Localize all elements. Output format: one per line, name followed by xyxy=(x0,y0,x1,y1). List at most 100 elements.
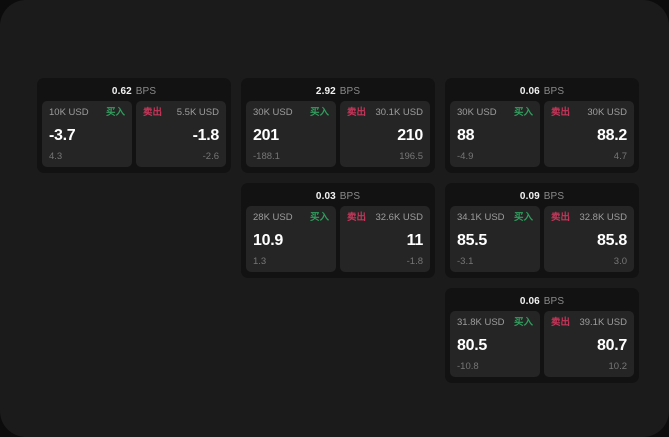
bps-value: 2.92 xyxy=(315,86,336,97)
buy-price: 201 xyxy=(253,126,279,144)
buy-delta: -4.9 xyxy=(457,150,474,162)
buy-side-label: 买入 xyxy=(513,212,533,223)
bps-value: 0.03 xyxy=(315,191,336,202)
bps-unit-label: BPS xyxy=(543,191,565,202)
buy-pane-top: 30K USD 买入 xyxy=(253,108,329,120)
card-header: 0.03 BPS xyxy=(246,188,430,206)
card-header: 0.09 BPS xyxy=(450,188,634,206)
card-panes: 30K USD 买入 201 -188.1 卖出 30.1K USD 210 196.5 xyxy=(246,101,430,167)
sell-side-label: 卖出 xyxy=(143,107,163,118)
sell-pane-top: 卖出 5.5K USD xyxy=(143,108,219,120)
buy-delta: -3.1 xyxy=(457,255,474,267)
sell-pane[interactable]: 卖出 32.8K USD 85.8 3.0 xyxy=(544,206,634,272)
sell-price: 88.2 xyxy=(597,126,627,144)
sell-side-label: 卖出 xyxy=(551,317,571,328)
sell-price: 11 xyxy=(406,231,424,249)
buy-side-label: 买入 xyxy=(309,107,329,118)
buy-price: -3.7 xyxy=(49,126,76,144)
buy-pane[interactable]: 30K USD 买入 88 -4.9 xyxy=(450,101,540,167)
sell-price: -1.8 xyxy=(192,126,220,144)
quote-card[interactable]: 0.06 BPS 31.8K USD 买入 80.5 -10.8 卖出 39.1K USD 80… xyxy=(445,288,639,383)
sell-delta: 3.0 xyxy=(613,255,627,267)
buy-delta: -188.1 xyxy=(253,150,280,162)
buy-pane[interactable]: 34.1K USD 买入 85.5 -3.1 xyxy=(450,206,540,272)
sell-pane[interactable]: 卖出 32.6K USD 11 -1.8 xyxy=(340,206,430,272)
quote-card[interactable]: 0.03 BPS 28K USD 买入 10.9 1.3 卖出 32.6K USD 11 -1.8 xyxy=(241,183,435,278)
sell-size-label: 32.8K USD xyxy=(579,212,627,223)
sell-side-label: 卖出 xyxy=(551,212,571,223)
sell-pane-top: 卖出 30K USD xyxy=(551,108,627,120)
sell-side-label: 卖出 xyxy=(347,212,367,223)
buy-pane-top: 31.8K USD 买入 xyxy=(457,318,533,330)
bps-value: 0.06 xyxy=(519,86,540,97)
buy-pane-top: 28K USD 买入 xyxy=(253,213,329,225)
quote-card[interactable]: 0.62 BPS 10K USD 买入 -3.7 4.3 卖出 5.5K USD -1.8 -2.… xyxy=(37,78,231,173)
card-header: 0.06 BPS xyxy=(450,83,634,101)
sell-price: 210 xyxy=(397,126,423,144)
card-column-2: 2.92 BPS 30K USD 买入 201 -188.1 卖出 30.1K USD 210 1… xyxy=(241,78,435,278)
card-header: 0.62 BPS xyxy=(42,83,226,101)
card-column-1: 0.62 BPS 10K USD 买入 -3.7 4.3 卖出 5.5K USD -1.8 -2.… xyxy=(37,78,231,173)
buy-pane-top: 30K USD 买入 xyxy=(457,108,533,120)
sell-price: 80.7 xyxy=(597,336,627,354)
sell-delta: 10.2 xyxy=(608,360,628,372)
buy-side-label: 买入 xyxy=(105,107,125,118)
bps-value: 0.62 xyxy=(111,86,132,97)
buy-side-label: 买入 xyxy=(513,107,533,118)
buy-side-label: 买入 xyxy=(309,212,329,223)
sell-side-label: 卖出 xyxy=(551,107,571,118)
sell-delta: 4.7 xyxy=(613,150,627,162)
buy-delta: 1.3 xyxy=(253,255,267,267)
buy-price: 88 xyxy=(457,126,475,144)
card-panes: 31.8K USD 买入 80.5 -10.8 卖出 39.1K USD 80.7 10.2 xyxy=(450,311,634,377)
sell-pane-top: 卖出 30.1K USD xyxy=(347,108,423,120)
card-panes: 10K USD 买入 -3.7 4.3 卖出 5.5K USD -1.8 -2.6 xyxy=(42,101,226,167)
card-panes: 30K USD 买入 88 -4.9 卖出 30K USD 88.2 4.7 xyxy=(450,101,634,167)
sell-size-label: 32.6K USD xyxy=(375,212,423,223)
quote-card[interactable]: 0.09 BPS 34.1K USD 买入 85.5 -3.1 卖出 32.8K USD 85.… xyxy=(445,183,639,278)
quote-card-board: 0.62 BPS 10K USD 买入 -3.7 4.3 卖出 5.5K USD -1.8 -2.… xyxy=(37,78,639,393)
buy-pane[interactable]: 30K USD 买入 201 -188.1 xyxy=(246,101,336,167)
buy-price: 85.5 xyxy=(457,231,487,249)
sell-pane[interactable]: 卖出 5.5K USD -1.8 -2.6 xyxy=(136,101,226,167)
buy-size-label: 34.1K USD xyxy=(457,212,505,223)
sell-delta: 196.5 xyxy=(399,150,423,162)
sell-size-label: 5.5K USD xyxy=(176,107,219,118)
buy-price: 80.5 xyxy=(457,336,487,354)
card-column-3: 0.06 BPS 30K USD 买入 88 -4.9 卖出 30K USD 88.2 4.7 0.… xyxy=(445,78,639,383)
sell-pane-top: 卖出 32.6K USD xyxy=(347,213,423,225)
buy-pane[interactable]: 31.8K USD 买入 80.5 -10.8 xyxy=(450,311,540,377)
bps-value: 0.06 xyxy=(519,296,540,307)
sell-pane[interactable]: 卖出 39.1K USD 80.7 10.2 xyxy=(544,311,634,377)
bps-unit-label: BPS xyxy=(543,86,565,97)
card-header: 0.06 BPS xyxy=(450,293,634,311)
bps-value: 0.09 xyxy=(519,191,540,202)
sell-size-label: 30K USD xyxy=(587,107,627,118)
buy-pane-top: 34.1K USD 买入 xyxy=(457,213,533,225)
sell-pane[interactable]: 卖出 30K USD 88.2 4.7 xyxy=(544,101,634,167)
buy-delta: -10.8 xyxy=(457,360,479,372)
sell-pane-top: 卖出 32.8K USD xyxy=(551,213,627,225)
card-panes: 28K USD 买入 10.9 1.3 卖出 32.6K USD 11 -1.8 xyxy=(246,206,430,272)
buy-pane[interactable]: 10K USD 买入 -3.7 4.3 xyxy=(42,101,132,167)
sell-size-label: 30.1K USD xyxy=(375,107,423,118)
quote-card[interactable]: 0.06 BPS 30K USD 买入 88 -4.9 卖出 30K USD 88.2 4.7 xyxy=(445,78,639,173)
sell-delta: -1.8 xyxy=(406,255,423,267)
bps-unit-label: BPS xyxy=(339,86,361,97)
card-header: 2.92 BPS xyxy=(246,83,430,101)
buy-pane[interactable]: 28K USD 买入 10.9 1.3 xyxy=(246,206,336,272)
buy-delta: 4.3 xyxy=(49,150,63,162)
sell-size-label: 39.1K USD xyxy=(579,317,627,328)
bps-unit-label: BPS xyxy=(339,191,361,202)
quote-card[interactable]: 2.92 BPS 30K USD 买入 201 -188.1 卖出 30.1K USD 210 1… xyxy=(241,78,435,173)
bps-unit-label: BPS xyxy=(543,296,565,307)
buy-size-label: 28K USD xyxy=(253,212,293,223)
sell-delta: -2.6 xyxy=(202,150,219,162)
sell-price: 85.8 xyxy=(597,231,627,249)
sell-pane[interactable]: 卖出 30.1K USD 210 196.5 xyxy=(340,101,430,167)
buy-size-label: 30K USD xyxy=(253,107,293,118)
card-panes: 34.1K USD 买入 85.5 -3.1 卖出 32.8K USD 85.8 3.0 xyxy=(450,206,634,272)
bps-unit-label: BPS xyxy=(135,86,157,97)
buy-pane-top: 10K USD 买入 xyxy=(49,108,125,120)
